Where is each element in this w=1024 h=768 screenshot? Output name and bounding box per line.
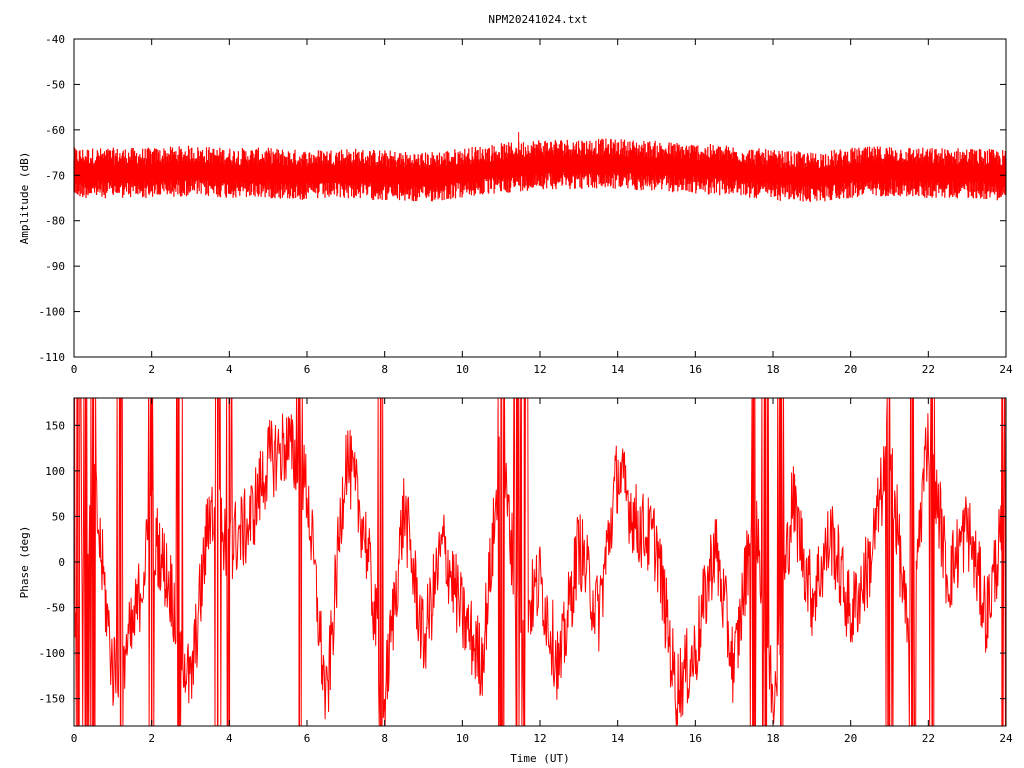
amplitude-x-tick-label: 6 — [304, 363, 311, 376]
amplitude-y-tick-label: -80 — [45, 215, 65, 228]
amplitude-x-tick-label: 4 — [226, 363, 233, 376]
phase-y-tick-label: -150 — [39, 693, 66, 706]
amplitude-y-tick-label: -60 — [45, 124, 65, 137]
phase-y-tick-label: 0 — [58, 556, 65, 569]
amplitude-x-tick-label: 8 — [381, 363, 388, 376]
phase-y-tick-label: 100 — [45, 465, 65, 478]
phase-series-line — [73, 397, 1007, 727]
phase-y-tick-label: -100 — [39, 647, 66, 660]
amplitude-x-tick-label: 10 — [456, 363, 469, 376]
amplitude-y-tick-label: -40 — [45, 33, 65, 46]
phase-y-axis-label: Phase (deg) — [18, 526, 31, 599]
amplitude-x-tick-label: 16 — [689, 363, 702, 376]
amplitude-y-tick-label: -110 — [39, 351, 66, 364]
phase-x-tick-label: 8 — [381, 732, 388, 745]
amplitude-x-tick-label: 0 — [71, 363, 78, 376]
phase-x-tick-label: 14 — [611, 732, 625, 745]
phase-x-tick-label: 6 — [304, 732, 311, 745]
amplitude-x-tick-label: 24 — [999, 363, 1013, 376]
amplitude-x-tick-label: 20 — [844, 363, 857, 376]
amplitude-x-tick-label: 22 — [922, 363, 935, 376]
phase-trace — [73, 397, 1007, 727]
phase-x-tick-label: 22 — [922, 732, 935, 745]
phase-x-tick-label: 24 — [999, 732, 1013, 745]
amplitude-y-tick-label: -70 — [45, 169, 65, 182]
amplitude-x-tick-label: 12 — [533, 363, 546, 376]
phase-x-tick-label: 18 — [766, 732, 779, 745]
amplitude-y-axis-label: Amplitude (dB) — [18, 152, 31, 245]
phase-panel: 0 2 4 6 8 10 12 14 16 18 20 22 24150100500-50-100-15… — [18, 397, 1013, 765]
amplitude-panel: 0 2 4 6 8 10 12 14 16 18 20 22 24-40-50-60-70-80-90-… — [18, 33, 1013, 376]
amplitude-x-tick-label: 14 — [611, 363, 625, 376]
amplitude-y-tick-label: -100 — [39, 306, 66, 319]
phase-x-tick-label: 0 — [71, 732, 78, 745]
phase-x-tick-label: 10 — [456, 732, 469, 745]
phase-x-axis-label: Time (UT) — [510, 752, 570, 765]
amplitude-plot-frame — [73, 38, 1007, 358]
amplitude-x-tick-label: 2 — [148, 363, 155, 376]
phase-y-tick-label: 50 — [52, 510, 65, 523]
phase-y-tick-label: 150 — [45, 419, 65, 432]
phase-x-tick-label: 16 — [689, 732, 702, 745]
phase-x-tick-label: 4 — [226, 732, 233, 745]
phase-y-tick-label: -50 — [45, 602, 65, 615]
amplitude-y-tick-label: -50 — [45, 78, 65, 91]
phase-ticks: 0 2 4 6 8 10 12 14 16 18 20 22 24150100500-50-100-15… — [39, 398, 1013, 745]
phase-x-tick-label: 12 — [533, 732, 546, 745]
chart-title: NPM20241024.txt — [488, 13, 587, 26]
amplitude-series-line — [73, 138, 1007, 203]
amplitude-trace — [73, 132, 1007, 203]
phase-x-tick-label: 2 — [148, 732, 155, 745]
amplitude-y-tick-label: -90 — [45, 260, 65, 273]
amplitude-ticks: 0 2 4 6 8 10 12 14 16 18 20 22 24-40-50-60-70-80-90-… — [39, 33, 1013, 376]
amplitude-x-tick-label: 18 — [766, 363, 779, 376]
phase-x-tick-label: 20 — [844, 732, 857, 745]
